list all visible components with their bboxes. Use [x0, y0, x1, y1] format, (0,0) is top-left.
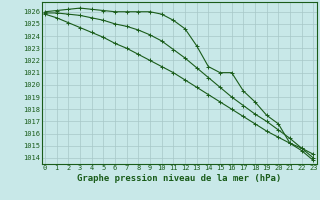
X-axis label: Graphe pression niveau de la mer (hPa): Graphe pression niveau de la mer (hPa) — [77, 174, 281, 183]
